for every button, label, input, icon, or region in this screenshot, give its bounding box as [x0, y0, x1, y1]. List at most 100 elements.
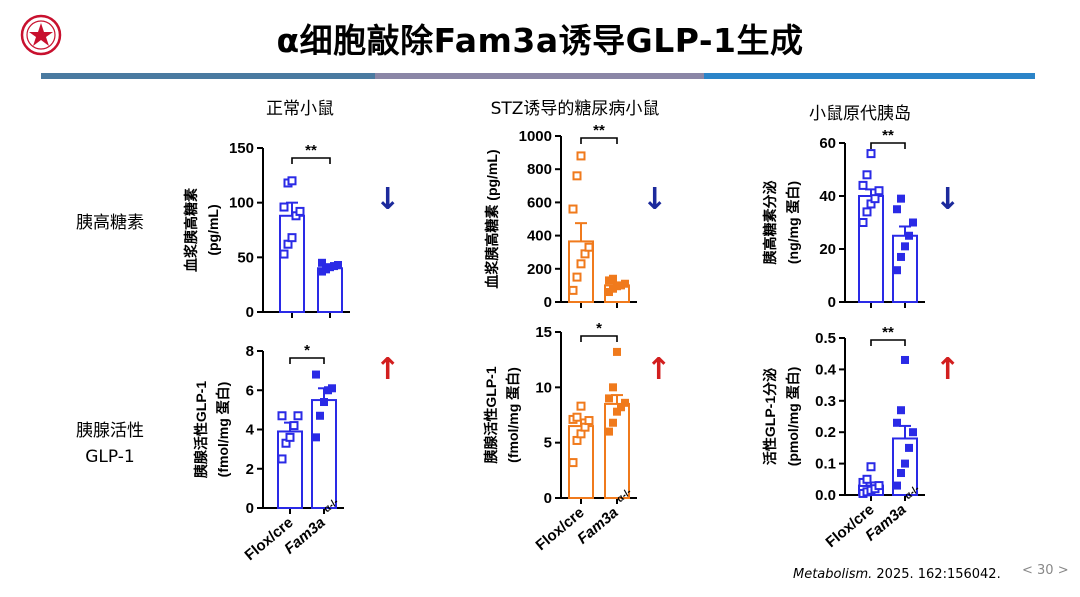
y-axis-label: (pmol/mg 蛋白): [785, 367, 801, 467]
y-tick-label: 4: [246, 422, 255, 439]
y-tick-label: 400: [527, 228, 552, 245]
data-point: [568, 285, 578, 295]
y-tick-label: 0.2: [815, 424, 836, 441]
data-point: [572, 272, 582, 282]
y-axis-label: (fmol/mg 蛋白): [215, 382, 231, 478]
data-point: [874, 481, 884, 491]
up-arrow-icon: ↑: [935, 352, 961, 387]
data-point: [320, 398, 328, 407]
data-point: [312, 370, 320, 379]
y-tick-label: 20: [819, 241, 836, 258]
title-underline-segment-1: [41, 73, 375, 79]
bar: [279, 214, 305, 313]
page-number[interactable]: < 30 >: [1022, 563, 1069, 578]
y-tick-label: 600: [527, 194, 552, 211]
y-tick-label: 1000: [519, 128, 552, 145]
bar: [317, 267, 343, 313]
data-point: [858, 180, 868, 190]
data-point: [609, 274, 617, 283]
y-tick-label: 0: [544, 490, 552, 507]
significance-bracket: [289, 357, 325, 364]
data-point: [576, 151, 586, 161]
data-point: [277, 411, 287, 421]
data-point: [862, 207, 872, 217]
data-point: [909, 218, 917, 227]
significance-bracket: [870, 142, 906, 149]
significance-label: **: [305, 142, 317, 159]
column-title-normal-mice: 正常小鼠: [266, 99, 334, 119]
significance-label: *: [304, 342, 310, 359]
data-point: [568, 204, 578, 214]
data-point: [858, 218, 868, 227]
data-point: [901, 242, 909, 251]
data-point: [572, 171, 582, 181]
y-tick-label: 0: [828, 294, 836, 311]
significance-bracket: [291, 157, 331, 164]
data-point: [893, 418, 901, 427]
data-point: [287, 233, 297, 243]
y-tick-label: 150: [229, 140, 254, 157]
y-tick-label: 6: [246, 382, 254, 399]
title-underline-segment-3: [704, 73, 1035, 79]
data-point: [279, 202, 289, 212]
data-point: [901, 459, 909, 468]
data-point: [893, 266, 901, 275]
y-axis-label: 胰腺活性GLP-1: [483, 366, 499, 463]
data-point: [605, 427, 613, 436]
y-tick-label: 40: [819, 188, 836, 205]
significance-label: **: [593, 122, 605, 139]
data-point: [862, 170, 872, 180]
data-point: [609, 383, 617, 392]
data-point: [613, 347, 621, 356]
data-point: [897, 252, 905, 261]
data-point: [909, 428, 917, 437]
data-point: [289, 421, 299, 431]
column-title-primary-islets: 小鼠原代胰岛: [809, 104, 911, 124]
data-point: [905, 231, 913, 240]
significance-bracket: [580, 335, 618, 342]
y-tick-label: 0: [246, 500, 254, 517]
y-axis-label: (ng/mg 蛋白): [785, 181, 801, 264]
y-tick-label: 0.0: [815, 487, 836, 504]
data-point: [862, 474, 872, 484]
data-point: [295, 206, 305, 216]
data-point: [293, 411, 303, 421]
y-tick-label: 200: [527, 261, 552, 278]
up-arrow-icon: ↑: [646, 352, 672, 387]
row-label-line-1: 胰腺活性: [76, 421, 144, 441]
citation: Metabolism. 2025. 162:156042.: [793, 567, 1001, 582]
data-point: [584, 416, 594, 426]
data-point: [897, 194, 905, 203]
column-title-stz-mice: STZ诱导的糖尿病小鼠: [490, 99, 660, 119]
y-tick-label: 100: [229, 195, 254, 212]
bar: [604, 402, 630, 499]
data-point: [576, 259, 586, 269]
data-point: [866, 149, 876, 159]
y-tick-label: 5: [544, 435, 552, 452]
citation-journal: Metabolism.: [793, 567, 873, 582]
data-point: [318, 258, 326, 267]
significance-bracket: [870, 339, 906, 346]
significance-bracket: [580, 137, 618, 144]
row-label-pancreatic-glp1: 胰腺活性 GLP-1: [40, 418, 180, 470]
data-point: [897, 469, 905, 478]
citation-details: 2025. 162:156042.: [872, 567, 1001, 582]
chart-1: 0 50 100 150 血浆胰高糖素 (pg/mL) **: [183, 140, 350, 321]
data-point: [609, 418, 617, 427]
y-tick-label: 8: [246, 343, 254, 360]
data-point: [905, 443, 913, 452]
data-point: [287, 176, 297, 186]
chart-5: 0 20 40 60 胰高糖素分泌 (ng/mg 蛋白) **: [762, 127, 925, 311]
row-label-glucagon: 胰高糖素: [76, 213, 144, 233]
y-tick-label: 60: [819, 135, 836, 152]
data-point: [893, 205, 901, 214]
y-axis-label: (fmol/mg 蛋白): [505, 367, 521, 463]
y-tick-label: 800: [527, 161, 552, 178]
significance-label: **: [882, 127, 894, 144]
data-point: [621, 398, 629, 407]
data-point: [568, 458, 578, 468]
significance-label: *: [596, 320, 602, 337]
